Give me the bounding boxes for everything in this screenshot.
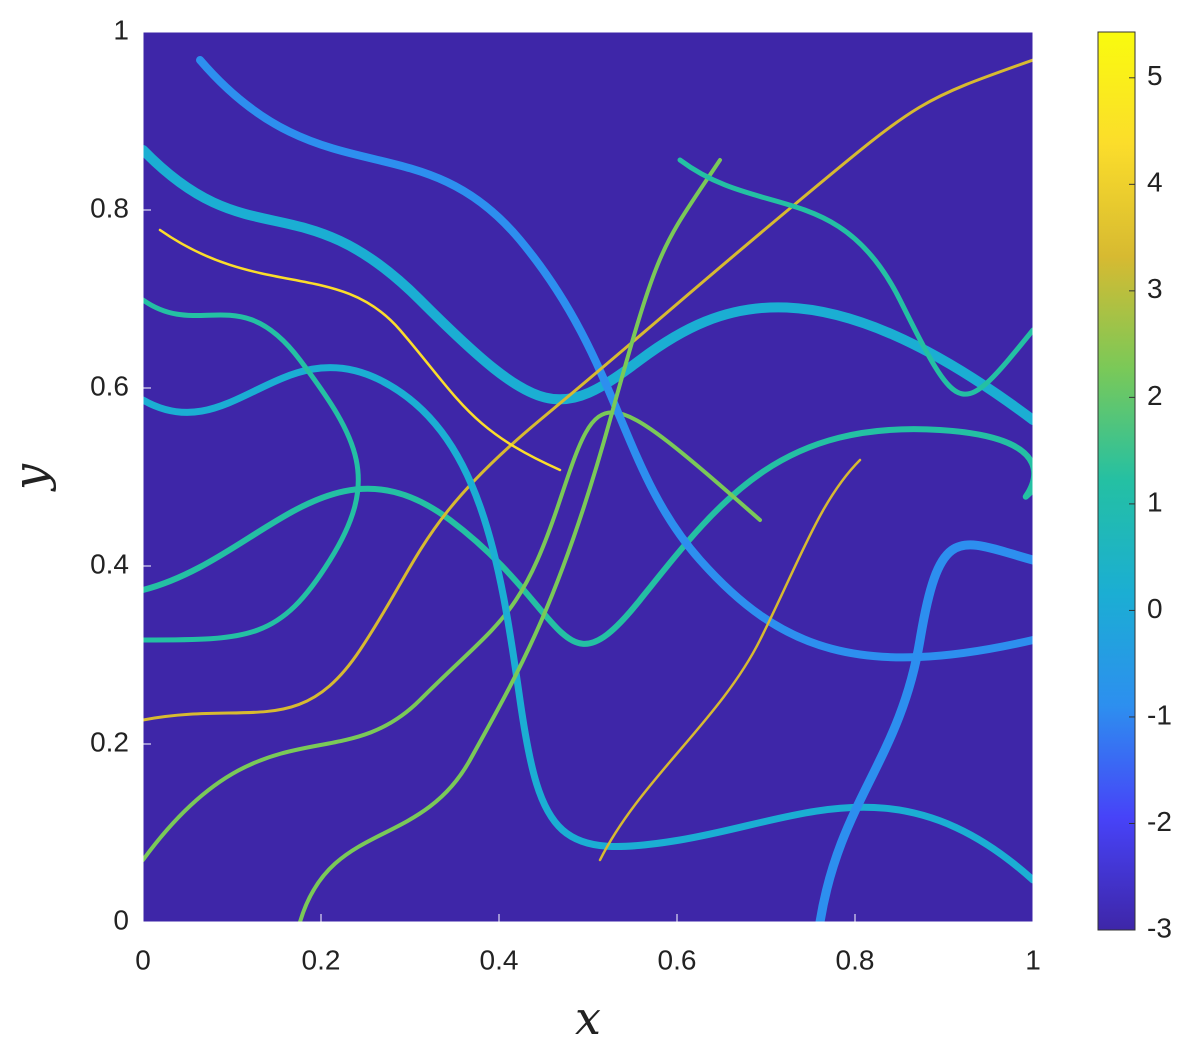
colorbar-tick-label: 5	[1147, 60, 1163, 91]
x-tick-label: 0.6	[658, 944, 697, 975]
filament	[143, 145, 1033, 425]
colorbar-tick-label: -2	[1147, 806, 1172, 837]
x-axis-label: x	[575, 991, 601, 1045]
y-tick-label: 0.8	[90, 192, 129, 223]
colorbar-tick-label: 1	[1147, 486, 1163, 517]
x-tick-label: 0.4	[480, 944, 519, 975]
filament	[598, 458, 862, 862]
x-tick-label: 0.2	[302, 944, 341, 975]
colorbar	[1097, 31, 1136, 931]
filament	[143, 364, 1033, 884]
filament	[143, 426, 1033, 647]
filament	[158, 228, 562, 472]
y-axis-label: y	[3, 463, 57, 492]
plot-frame	[142, 31, 1034, 923]
filament	[196, 56, 1033, 662]
filament	[677, 157, 1033, 397]
x-tick-label: 0	[135, 944, 151, 975]
field-filaments	[143, 56, 1033, 922]
colorbar-tick-label: 3	[1147, 273, 1163, 304]
colorbar-tick-label: 2	[1147, 380, 1163, 411]
colorbar-tick-label: 4	[1147, 167, 1163, 198]
colorbar-tick-label: -3	[1147, 912, 1172, 943]
colorbar-tick-label: 0	[1147, 593, 1163, 624]
y-tick-label: 1	[113, 14, 129, 45]
y-tick-label: 0.4	[90, 548, 129, 579]
filament	[143, 58, 1033, 722]
y-tick-label: 0.2	[90, 726, 129, 757]
filament	[298, 158, 722, 922]
filament	[815, 540, 1033, 922]
x-tick-label: 0.8	[836, 944, 875, 975]
filament	[143, 297, 361, 643]
field-background	[143, 32, 1033, 922]
colorbar-tick-label: -1	[1147, 699, 1172, 730]
x-tick-label: 1	[1025, 944, 1041, 975]
y-tick-label: 0.6	[90, 370, 129, 401]
y-tick-label: 0	[113, 904, 129, 935]
